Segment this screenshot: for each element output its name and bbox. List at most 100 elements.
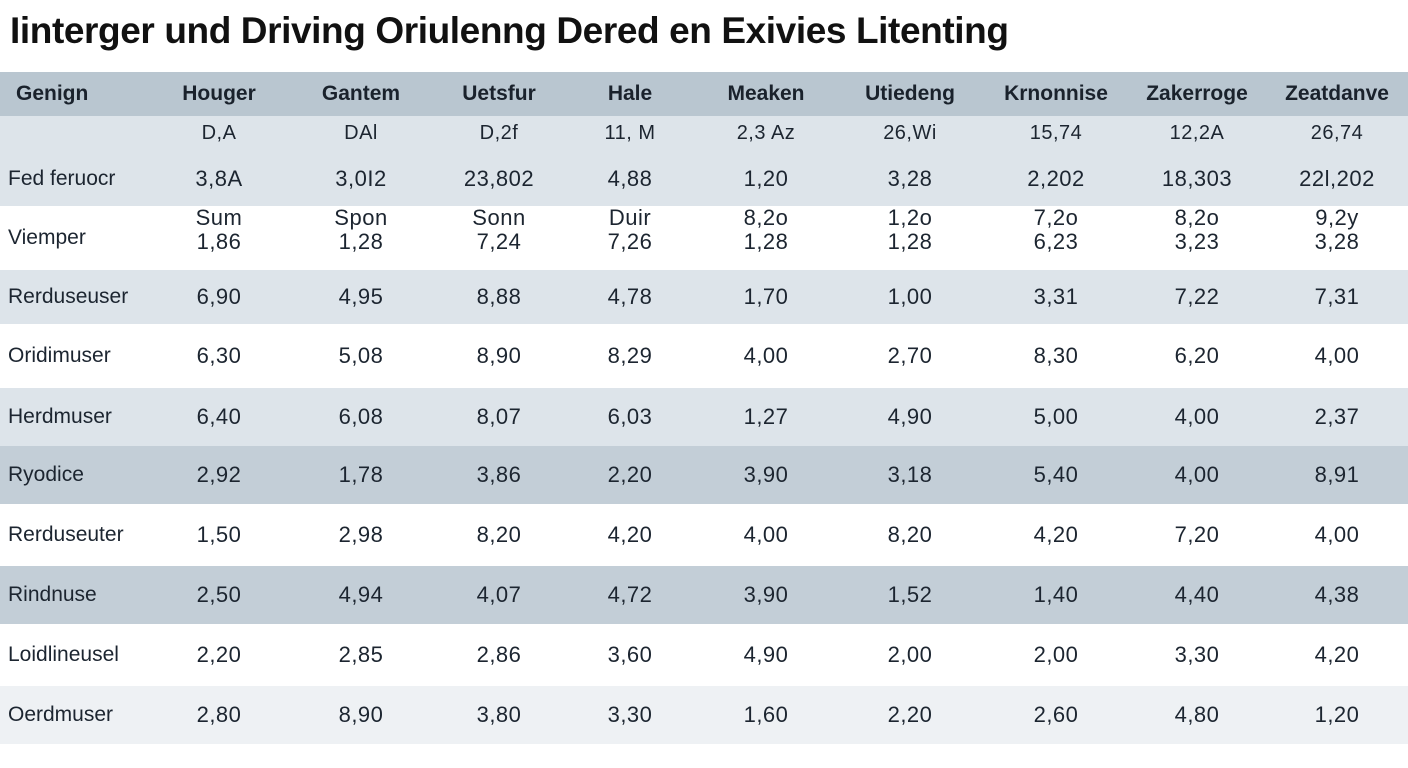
cell-value: 4,00 <box>1174 462 1220 487</box>
column-header: Zeatdanve <box>1285 82 1389 105</box>
cell-value: 3,30 <box>1174 642 1220 667</box>
data-table-container: Genign Houger Gantem Uetsfur Hale Meaken Utied… <box>0 72 1408 744</box>
header-row: Genign Houger Gantem Uetsfur Hale Meaken Utied… <box>0 72 1408 116</box>
cell-value: 2,98 <box>338 522 384 547</box>
cell-value: 18,303 <box>1161 166 1233 191</box>
cell-sublabel: 9,2y <box>1315 206 1359 230</box>
unit-cell: D,A <box>201 122 237 144</box>
cell-value: 2,20 <box>887 702 933 727</box>
row-label: Rerduseuser <box>8 285 129 308</box>
cell-value: 3,90 <box>743 462 789 487</box>
cell-value: 1,28 <box>743 229 789 254</box>
table-row: Oerdmuser 2,80 8,90 3,80 3,30 1,60 2,20 2,60 4,8… <box>0 686 1408 744</box>
cell-value: 3,90 <box>743 582 789 607</box>
cell-value: 7,24 <box>476 229 522 254</box>
cell-value: 22l,202 <box>1299 166 1375 191</box>
cell-sublabel: Sonn <box>472 206 526 230</box>
cell-value: 3,86 <box>476 462 522 487</box>
cell-value: 1,78 <box>338 462 384 487</box>
row-label: Herdmuser <box>8 405 112 428</box>
table-cell: Sonn 7,24 <box>434 206 564 270</box>
table-row: Ryodice 2,92 1,78 3,86 2,20 3,90 3,18 5,40 4,00 8… <box>0 446 1408 504</box>
cell-value: 5,40 <box>1033 462 1079 487</box>
table-row: Fed feruocr 3,8A 3,0I2 23,802 4,88 1,20 3,28 2,… <box>0 152 1408 206</box>
unit-cell: 15,74 <box>1029 122 1083 144</box>
cell-value: 8,20 <box>887 522 933 547</box>
unit-cell: D,2f <box>479 122 519 144</box>
cell-value: 8,90 <box>476 343 522 368</box>
cell-value: 3,28 <box>887 166 933 191</box>
table-row: Herdmuser 6,40 6,08 8,07 6,03 1,27 4,90 5,00 4,0… <box>0 388 1408 446</box>
cell-value: 4,40 <box>1174 582 1220 607</box>
cell-sublabel: Sum <box>195 206 243 230</box>
column-header: Krnonnise <box>1004 82 1108 105</box>
table-body: D,A DAl D,2f 11, M 2,3 Az 26,Wi 15,74 12,2A 26,7… <box>0 116 1408 744</box>
cell-value: 1,60 <box>743 702 789 727</box>
cell-value: 4,00 <box>1314 343 1360 368</box>
cell-sublabel: 7,2o <box>1033 206 1079 230</box>
unit-cell: 26,Wi <box>883 122 937 144</box>
column-header: Gantem <box>321 82 401 105</box>
cell-value: 4,20 <box>1033 522 1079 547</box>
cell-value: 1,70 <box>743 284 789 309</box>
cell-value: 2,20 <box>607 462 653 487</box>
cell-value: 7,26 <box>607 229 653 254</box>
cell-sublabel: 8,2o <box>1174 206 1220 230</box>
cell-value: 7,20 <box>1174 522 1220 547</box>
cell-value: 8,20 <box>476 522 522 547</box>
cell-value: 2,37 <box>1314 404 1360 429</box>
cell-sublabel: Duir <box>608 206 652 230</box>
table-cell: Sum 1,86 <box>150 206 288 270</box>
cell-value: 3,28 <box>1314 229 1360 254</box>
row-label: Viemper <box>8 226 86 249</box>
cell-value: 5,00 <box>1033 404 1079 429</box>
cell-sublabel: Spon <box>334 206 388 230</box>
table-row: Loidlineusel 2,20 2,85 2,86 3,60 4,90 2,00 2,00… <box>0 624 1408 686</box>
cell-value: 2,20 <box>196 642 242 667</box>
cell-value: 8,91 <box>1314 462 1360 487</box>
cell-value: 2,85 <box>338 642 384 667</box>
row-label: Fed feruocr <box>8 167 116 190</box>
cell-value: 6,40 <box>196 404 242 429</box>
row-label: Loidlineusel <box>8 643 119 666</box>
row-label: Rerduseuter <box>8 523 124 546</box>
column-header: Genign <box>16 82 89 105</box>
table-row: Rerduseuter 1,50 2,98 8,20 4,20 4,00 8,20 4,20 7… <box>0 504 1408 566</box>
cell-value: 1,40 <box>1033 582 1079 607</box>
cell-value: 4,00 <box>743 343 789 368</box>
table-title: Iinterger und Driving Oriulenng Dered en… <box>10 10 1009 51</box>
column-header: Zakerroge <box>1146 82 1248 105</box>
cell-value: 8,30 <box>1033 343 1079 368</box>
unit-cell: 26,74 <box>1310 122 1364 144</box>
row-label: Ryodice <box>8 463 84 486</box>
table-cell: 8,2o 3,23 <box>1128 206 1266 270</box>
row-label: Oridimuser <box>8 344 111 367</box>
unit-cell: 12,2A <box>1169 122 1225 144</box>
cell-value: 8,88 <box>476 284 522 309</box>
cell-value: 5,08 <box>338 343 384 368</box>
cell-value: 1,27 <box>743 404 789 429</box>
cell-value: 2,00 <box>887 642 933 667</box>
cell-value: 6,08 <box>338 404 384 429</box>
cell-value: 4,90 <box>887 404 933 429</box>
table-row: Rindnuse 2,50 4,94 4,07 4,72 3,90 1,52 1,40 4,40… <box>0 566 1408 624</box>
column-header: Hale <box>607 82 653 105</box>
unit-cell: 2,3 Az <box>736 122 796 144</box>
unit-cell: DAl <box>344 122 378 144</box>
table-cell: Spon 1,28 <box>288 206 434 270</box>
cell-value: 3,30 <box>607 702 653 727</box>
cell-value: 1,52 <box>887 582 933 607</box>
cell-value: 2,60 <box>1033 702 1079 727</box>
cell-value: 8,29 <box>607 343 653 368</box>
table-cell: 7,2o 6,23 <box>984 206 1128 270</box>
cell-value: 4,38 <box>1314 582 1360 607</box>
cell-value: 2,80 <box>196 702 242 727</box>
cell-value: 8,90 <box>338 702 384 727</box>
cell-value: 3,18 <box>887 462 933 487</box>
cell-sublabel: 8,2o <box>743 206 789 230</box>
cell-value: 1,28 <box>887 229 933 254</box>
table-row: Rerduseuser 6,90 4,95 8,88 4,78 1,70 1,00 3,31 7… <box>0 270 1408 324</box>
cell-value: 1,20 <box>1314 702 1360 727</box>
cell-value: 6,20 <box>1174 343 1220 368</box>
cell-value: 4,00 <box>743 522 789 547</box>
